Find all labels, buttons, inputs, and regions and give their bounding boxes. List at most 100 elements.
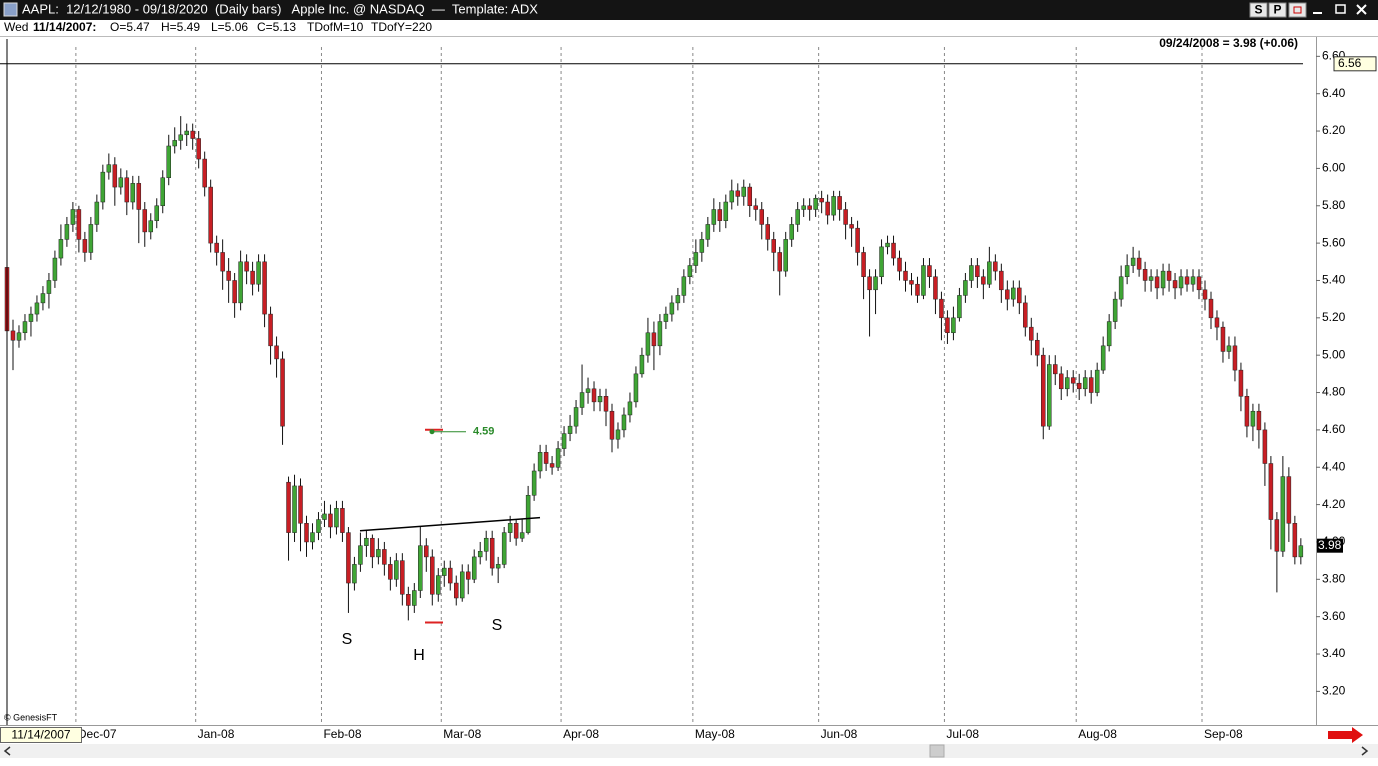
candle-body bbox=[16, 332, 22, 341]
candle-body bbox=[663, 313, 669, 322]
candle-body bbox=[172, 140, 177, 147]
candle-body bbox=[849, 224, 854, 229]
candle-body bbox=[1064, 377, 1070, 390]
candle-body bbox=[927, 265, 932, 277]
candle-body bbox=[364, 537, 369, 546]
candle-body bbox=[160, 177, 165, 207]
candle-body bbox=[388, 564, 393, 580]
candle-body bbox=[1268, 463, 1274, 520]
candle-body bbox=[603, 396, 609, 412]
info-item: TDofM=10 bbox=[307, 20, 364, 34]
candle-body bbox=[501, 532, 507, 565]
candle-body bbox=[1178, 276, 1184, 289]
candle-body bbox=[268, 313, 273, 347]
y-tick-label: 3.20 bbox=[1322, 684, 1346, 698]
candle-body bbox=[1262, 429, 1268, 464]
scrollbar[interactable] bbox=[0, 744, 1378, 758]
candle-body bbox=[933, 276, 938, 300]
candle-body bbox=[885, 242, 890, 248]
button-label[interactable]: S bbox=[1254, 3, 1262, 17]
x-tick-label: Apr-08 bbox=[563, 727, 599, 741]
candle-body bbox=[1070, 377, 1076, 384]
candle-body bbox=[244, 261, 249, 272]
candle-body bbox=[148, 220, 154, 233]
y-tick-label: 4.40 bbox=[1322, 459, 1346, 473]
candle-body bbox=[945, 317, 950, 334]
candle-body bbox=[178, 134, 183, 141]
candle-body bbox=[903, 270, 908, 281]
candle-body bbox=[525, 495, 531, 533]
info-item: TDofY=220 bbox=[371, 20, 432, 34]
candle-body bbox=[741, 186, 747, 197]
y-tick-label: 6.20 bbox=[1322, 123, 1346, 137]
y-tick-label: 4.20 bbox=[1322, 497, 1346, 511]
candle-body bbox=[208, 186, 213, 244]
candle-body bbox=[1238, 369, 1244, 397]
candle-body bbox=[1226, 345, 1232, 352]
candle-body bbox=[304, 523, 309, 543]
info-date: 11/14/2007: bbox=[33, 20, 96, 34]
candle-body bbox=[226, 270, 231, 281]
button[interactable] bbox=[1249, 2, 1268, 18]
y-tick-label: 3.60 bbox=[1322, 609, 1346, 623]
bottom-edge bbox=[0, 758, 1378, 766]
candle-body bbox=[424, 545, 429, 558]
candle-body bbox=[861, 252, 866, 277]
candle-body bbox=[777, 252, 782, 272]
candle-body bbox=[418, 545, 423, 591]
candle-body bbox=[370, 537, 375, 558]
candle-body bbox=[573, 407, 579, 427]
candle-body bbox=[693, 252, 699, 266]
pattern-label: H bbox=[413, 647, 425, 664]
candle-body bbox=[292, 485, 297, 533]
candle-body bbox=[1029, 326, 1034, 341]
scroll-left[interactable] bbox=[3, 746, 11, 756]
candle-body bbox=[567, 425, 573, 434]
x-tick-label: Jun-08 bbox=[821, 727, 858, 741]
candle-body bbox=[214, 242, 219, 253]
candle-body bbox=[819, 198, 824, 203]
candle-body bbox=[1088, 377, 1094, 393]
candle-body bbox=[717, 209, 723, 221]
button-label[interactable]: P bbox=[1273, 3, 1281, 17]
y-tick-label: 4.80 bbox=[1322, 385, 1346, 399]
y-tick-label: 6.40 bbox=[1322, 86, 1346, 100]
restore-button[interactable] bbox=[1288, 2, 1307, 18]
candle-body bbox=[82, 239, 88, 253]
candle-body bbox=[555, 448, 561, 468]
scroll-right[interactable] bbox=[1361, 746, 1369, 756]
candle-body bbox=[813, 198, 818, 210]
pattern-label: S bbox=[342, 631, 353, 648]
pattern-label: S bbox=[492, 617, 503, 634]
candle-body bbox=[448, 567, 453, 584]
candle-body bbox=[1190, 276, 1196, 285]
candle-body bbox=[729, 190, 735, 203]
candle-body bbox=[412, 590, 417, 606]
candle-body bbox=[621, 414, 627, 431]
candle-body bbox=[609, 410, 615, 440]
candle-body bbox=[519, 532, 525, 539]
close-button[interactable] bbox=[1356, 4, 1367, 15]
plot-area: Dec-07 Jan-08 Feb-08 Mar-08 Apr-08 May-08 Jun-… bbox=[0, 39, 1377, 741]
candle-body bbox=[963, 280, 968, 296]
candle-body bbox=[52, 257, 58, 281]
scroll-thumb[interactable] bbox=[929, 744, 945, 758]
y-tick-label: 3.80 bbox=[1322, 571, 1346, 585]
x-tick-label: Dec-07 bbox=[78, 727, 117, 741]
button[interactable] bbox=[1268, 2, 1287, 18]
candle-body bbox=[106, 164, 112, 173]
x-tick-label: Jul-08 bbox=[946, 727, 979, 741]
scroll-right-arrow[interactable] bbox=[1328, 727, 1363, 743]
candle-body bbox=[549, 463, 555, 468]
candle-body bbox=[909, 280, 914, 285]
x-tick-label: Aug-08 bbox=[1078, 727, 1117, 741]
candle-body bbox=[46, 280, 52, 294]
candle-body bbox=[442, 567, 447, 576]
candle-body bbox=[1196, 276, 1202, 291]
candle-body bbox=[699, 239, 705, 253]
candle-body bbox=[34, 302, 40, 315]
candle-body bbox=[322, 513, 327, 520]
candle-body bbox=[687, 265, 693, 277]
maximize-button[interactable] bbox=[1335, 4, 1346, 14]
